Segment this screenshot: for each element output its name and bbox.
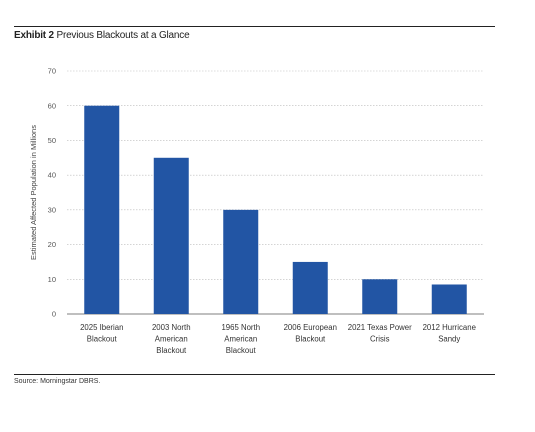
top-rule [14,26,495,27]
x-tick-label: 2003 North [152,323,191,332]
title-text: Previous Blackouts at a Glance [56,30,190,41]
x-tick-label: American [224,335,257,344]
bottom-rule [14,374,495,375]
x-tick-label: Sandy [438,335,460,344]
bar [362,279,398,314]
x-tick-label: American [155,335,188,344]
y-axis-label: Estimated Affected Population in Million… [29,125,38,260]
exhibit-label: Exhibit 2 [14,30,54,41]
y-tick-label: 70 [48,67,56,76]
x-tick-label: 2006 European [284,323,337,332]
x-tick-label: 1965 North [221,323,260,332]
x-tick-label: Blackout [295,335,326,344]
y-tick-label: 30 [48,205,56,214]
x-tick-label: Blackout [226,346,257,355]
bar [84,105,120,314]
bar [153,157,189,314]
bar [431,284,467,314]
x-tick-label: Blackout [87,335,118,344]
y-tick-label: 10 [48,275,56,284]
x-tick-label: Blackout [156,346,187,355]
y-tick-label: 40 [48,171,56,180]
bar [292,261,328,314]
y-tick-label: 20 [48,240,56,249]
y-tick-label: 50 [48,136,56,145]
x-tick-label: 2021 Texas Power [348,323,412,332]
x-tick-label: Crisis [370,335,390,344]
bar [223,209,259,314]
y-tick-label: 60 [48,101,56,110]
x-tick-label: 2025 Iberian [80,323,123,332]
source-note: Source: Morningstar DBRS. [14,378,101,385]
chart-title: Exhibit 2 Previous Blackouts at a Glance [14,30,190,41]
y-tick-label: 0 [52,310,56,319]
x-tick-label: 2012 Hurricane [423,323,476,332]
